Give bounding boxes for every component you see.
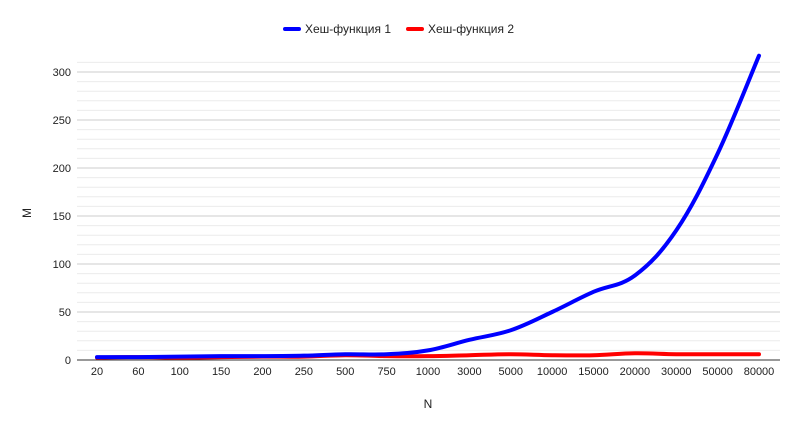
x-tick-label: 250 — [295, 366, 313, 378]
x-tick-label: 200 — [253, 366, 271, 378]
legend-label: Хеш-функция 2 — [428, 22, 514, 36]
y-tick-label: 50 — [59, 307, 71, 319]
x-tick-label: 150 — [212, 366, 230, 378]
x-tick-label: 20 — [91, 366, 103, 378]
x-tick-label: 1000 — [416, 366, 440, 378]
x-axis-title: N — [424, 397, 433, 411]
x-tick-label: 750 — [377, 366, 395, 378]
y-tick-label: 150 — [53, 211, 71, 223]
axes: 0 50 100 150 200 250 300 20 60 100 150 200 250 500 750… — [53, 67, 780, 378]
x-tick-label: 10000 — [537, 366, 568, 378]
x-tick-label: 30000 — [661, 366, 692, 378]
y-tick-label: 200 — [53, 163, 71, 175]
x-tick-label: 100 — [171, 366, 189, 378]
legend-item-1: Хеш-функция 1 — [283, 22, 391, 36]
legend-label: Хеш-функция 1 — [305, 22, 391, 36]
legend-item-2: Хеш-функция 2 — [406, 22, 514, 36]
series-lines — [95, 53, 761, 360]
y-tick-label: 0 — [65, 355, 71, 367]
x-tick-label: 60 — [132, 366, 144, 378]
y-tick-label: 250 — [53, 115, 71, 127]
grid — [77, 61, 780, 351]
x-tick-label: 15000 — [578, 366, 609, 378]
y-tick-label: 300 — [53, 67, 71, 79]
x-tick-label: 5000 — [499, 366, 523, 378]
y-axis-title: M — [20, 208, 34, 218]
x-tick-label: 80000 — [744, 366, 775, 378]
x-tick-label: 3000 — [457, 366, 481, 378]
series-line-1 — [95, 53, 761, 360]
y-tick-label: 100 — [53, 259, 71, 271]
x-tick-label: 500 — [336, 366, 354, 378]
x-tick-label: 20000 — [620, 366, 651, 378]
legend: Хеш-функция 1 Хеш-функция 2 — [283, 22, 514, 36]
x-tick-label: 50000 — [702, 366, 733, 378]
